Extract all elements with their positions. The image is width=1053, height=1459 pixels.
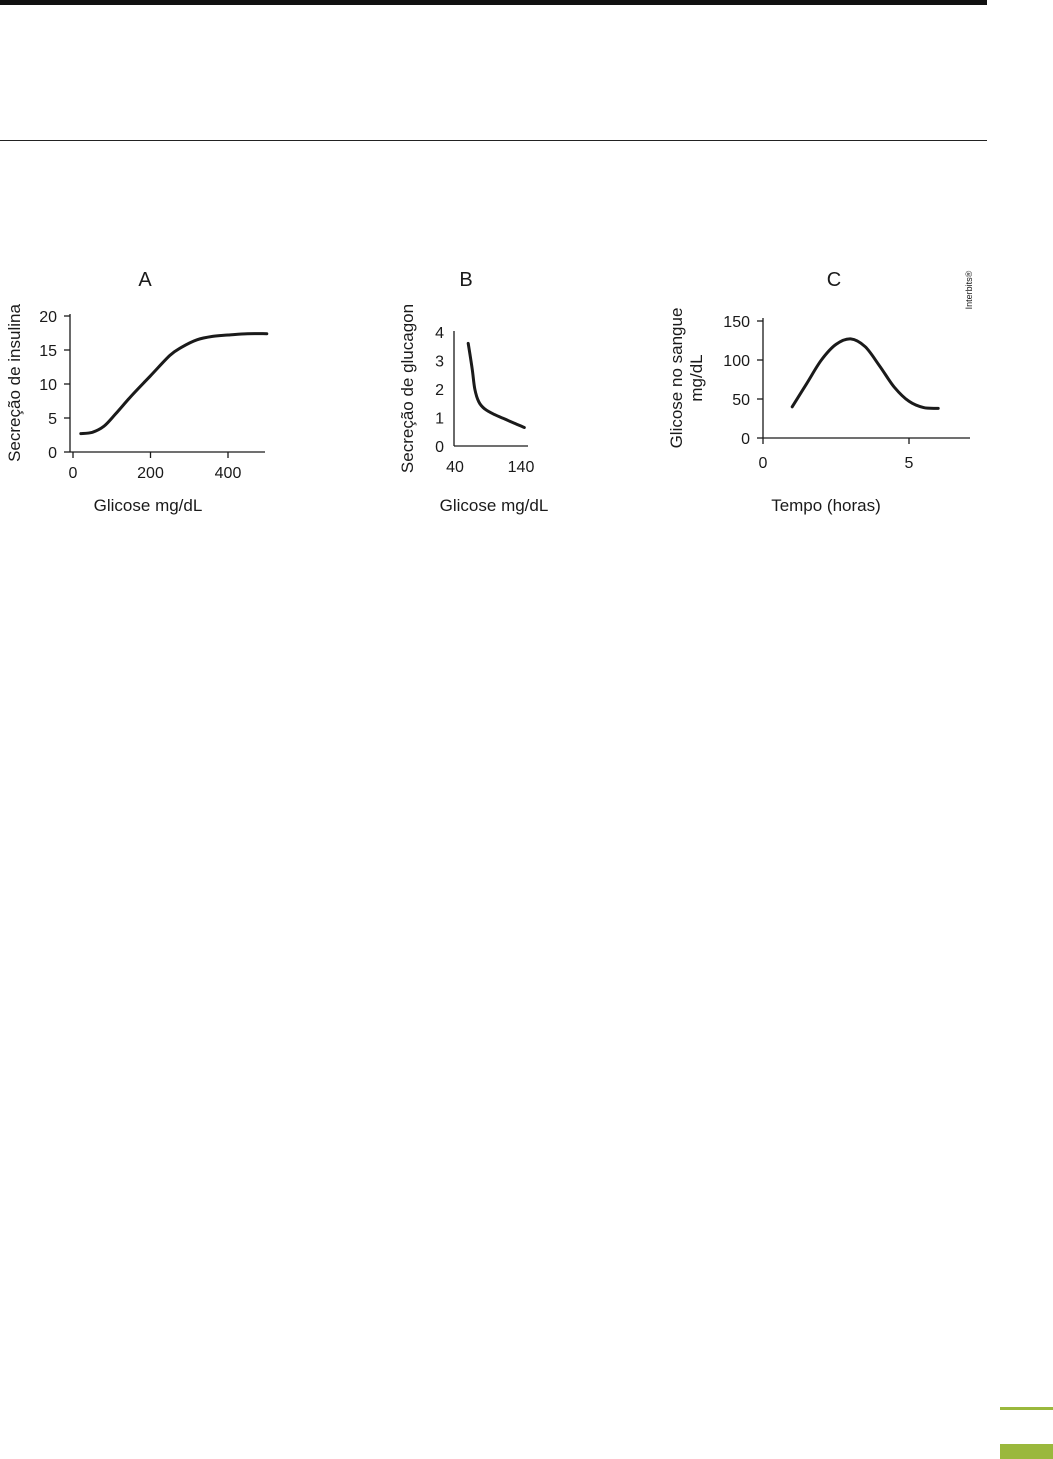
x-axis-label: Tempo (horas) (771, 496, 881, 515)
y-tick-label: 1 (435, 411, 444, 428)
x-tick-label: 0 (69, 465, 78, 482)
chart-title: A (138, 269, 152, 291)
x-tick-label: 140 (508, 459, 535, 476)
series-line (790, 337, 940, 410)
y-tick-label: 5 (48, 411, 57, 428)
x-tick-label: 400 (215, 465, 242, 482)
y-tick-label: 4 (435, 325, 444, 342)
y-tick-label: 100 (723, 353, 750, 370)
image-credit: Interbits® (964, 270, 974, 309)
x-axis-label: Glicose mg/dL (94, 496, 203, 515)
top-rule (0, 0, 987, 5)
x-tick-label: 200 (137, 465, 164, 482)
chart-title: B (459, 269, 472, 291)
chart-panel-b: B 0 1 2 3 4 40 140 Glicose mg/dL Secreção de gluc… (398, 269, 548, 515)
y-axis-label-line-2: mg/dL (687, 354, 706, 401)
header-divider (0, 140, 987, 141)
y-tick-label: 0 (435, 439, 444, 456)
y-tick-label: 10 (39, 377, 57, 394)
x-tick-label: 0 (759, 455, 768, 472)
page-accent-bar-thick (1000, 1444, 1053, 1459)
y-tick-label: 2 (435, 382, 444, 399)
x-tick-label: 40 (446, 459, 464, 476)
y-axis-label: Secreção de glucagon (398, 304, 417, 473)
y-tick-label: 0 (741, 431, 750, 448)
y-tick-label: 20 (39, 309, 57, 326)
y-axis-label-line-1: Glicose no sangue (667, 308, 686, 449)
y-tick-label: 3 (435, 354, 444, 371)
x-tick-label: 5 (905, 455, 914, 472)
y-tick-label: 15 (39, 343, 57, 360)
y-axis-label: Secreção de insulina (5, 304, 24, 462)
y-tick-label: 50 (732, 392, 750, 409)
x-axis-label: Glicose mg/dL (440, 496, 549, 515)
y-tick-label: 150 (723, 314, 750, 331)
series-line (466, 341, 526, 429)
page-accent-bar-thin (1000, 1407, 1053, 1410)
chart-panel-c: C 0 50 100 150 0 5 Tempo (horas) Glicose no sang… (667, 269, 970, 515)
series-line (79, 332, 269, 436)
y-tick-label: 0 (48, 445, 57, 462)
chart-title: C (827, 269, 841, 291)
